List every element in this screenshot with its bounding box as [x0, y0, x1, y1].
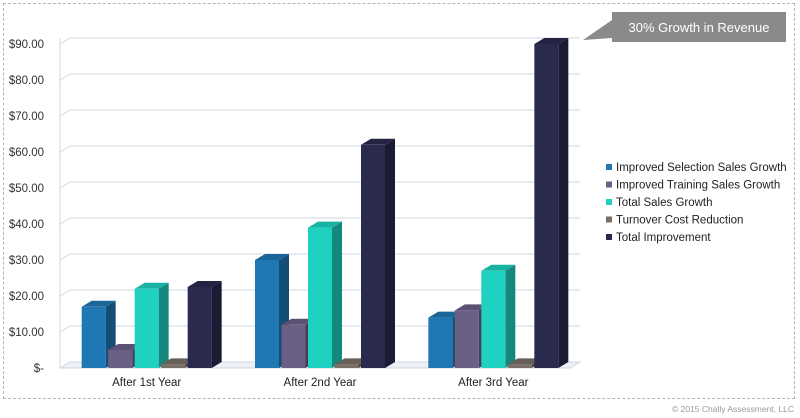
- legend-label: Turnover Cost Reduction: [616, 215, 743, 227]
- bar-front: [161, 364, 186, 368]
- bar-top: [134, 282, 169, 289]
- bar-front: [255, 260, 279, 368]
- gridline-depth: [59, 253, 71, 261]
- gridline-depth: [59, 37, 71, 45]
- gridline-depth: [59, 181, 71, 189]
- bar-front: [281, 324, 306, 368]
- bar-front: [534, 44, 559, 368]
- legend-item: Improved Selection Sales Growth: [606, 162, 787, 174]
- gridline-depth: [59, 289, 71, 297]
- annotation-callout: 30% Growth in Revenue: [583, 12, 786, 42]
- bar: [481, 264, 516, 368]
- bar-top: [361, 138, 395, 145]
- bar-top: [308, 221, 342, 228]
- legend-label: Improved Training Sales Growth: [616, 180, 780, 192]
- bar-front: [334, 364, 359, 368]
- y-tick-label: $60.00: [9, 147, 44, 159]
- legend-item: Improved Training Sales Growth: [606, 180, 780, 192]
- bar-top: [428, 311, 463, 318]
- y-tick-label: $20.00: [9, 291, 44, 303]
- legend-label: Total Improvement: [616, 232, 711, 244]
- bar-front: [187, 287, 212, 368]
- legend-swatch: [606, 199, 612, 205]
- bar-front: [308, 227, 332, 368]
- y-tick-label: $-: [34, 363, 44, 375]
- legend-item: Turnover Cost Reduction: [606, 215, 743, 227]
- bar-front: [454, 310, 479, 368]
- y-tick-label: $30.00: [9, 255, 44, 267]
- bar-top: [481, 264, 516, 271]
- y-tick-label: $80.00: [9, 75, 44, 87]
- bar: [308, 221, 342, 368]
- bar-front: [481, 270, 506, 368]
- y-tick-label: $40.00: [9, 219, 44, 231]
- bar-side: [385, 138, 395, 368]
- y-tick-label: $50.00: [9, 183, 44, 195]
- legend-swatch: [606, 234, 612, 240]
- legend-item: Total Improvement: [606, 232, 711, 244]
- bar-top: [507, 358, 542, 365]
- copyright-text: © 2015 Chally Assessment, LLC: [671, 404, 794, 414]
- bar: [187, 281, 222, 368]
- y-axis-ticks: $- $10.00 $20.00 $30.00 $40.00 $50.00 $60.00 $7…: [9, 39, 44, 375]
- bar: [255, 254, 289, 368]
- y-tick-label: $10.00: [9, 327, 44, 339]
- bar-top: [161, 358, 196, 365]
- y-tick-label: $90.00: [9, 39, 44, 51]
- legend-swatch: [606, 181, 612, 188]
- bar-top: [187, 281, 222, 287]
- legend-label: Total Sales Growth: [616, 197, 713, 209]
- chart-frame: [3, 3, 795, 399]
- callout-text: 30% Growth in Revenue: [629, 20, 770, 35]
- bar-top: [281, 318, 316, 325]
- legend-swatch: [606, 164, 612, 170]
- bar-front: [361, 144, 385, 368]
- bar-side: [505, 264, 516, 368]
- bar: [134, 282, 169, 368]
- bar-top: [108, 344, 143, 350]
- x-axis-categories: After 1st Year After 2nd Year After 3rd Ye…: [112, 377, 529, 389]
- bar-top: [255, 254, 289, 260]
- bar-top: [81, 300, 116, 307]
- gridline-depth: [59, 109, 71, 117]
- bar-side: [332, 221, 342, 368]
- bar: [534, 38, 569, 368]
- callout-box: [612, 12, 786, 42]
- bar-top: [534, 38, 569, 44]
- legend-item: Total Sales Growth: [606, 197, 713, 209]
- gridline-depth: [59, 145, 71, 153]
- x-category-label: After 1st Year: [112, 377, 181, 389]
- legend: Improved Selection Sales Growth Improved …: [606, 162, 787, 244]
- bar-front: [134, 288, 159, 368]
- bar-front: [81, 306, 106, 368]
- x-category-label: After 2nd Year: [284, 377, 357, 389]
- bar-front: [428, 317, 453, 368]
- legend-label: Improved Selection Sales Growth: [616, 162, 787, 174]
- legend-swatch: [606, 216, 612, 223]
- gridline-depth: [59, 217, 71, 225]
- bar: [361, 138, 395, 368]
- bar-side: [211, 281, 222, 368]
- x-category-label: After 3rd Year: [458, 377, 528, 389]
- bar-side: [558, 38, 569, 368]
- gridline-depth: [59, 73, 71, 81]
- bar-front: [108, 350, 133, 368]
- bar-top: [334, 358, 369, 365]
- bars: [81, 38, 569, 368]
- bar-top: [454, 304, 489, 311]
- callout-pointer: [583, 20, 612, 40]
- gridline-depth: [59, 325, 71, 333]
- bar-side: [158, 282, 169, 368]
- bar-front: [507, 364, 532, 368]
- y-tick-label: $70.00: [9, 111, 44, 123]
